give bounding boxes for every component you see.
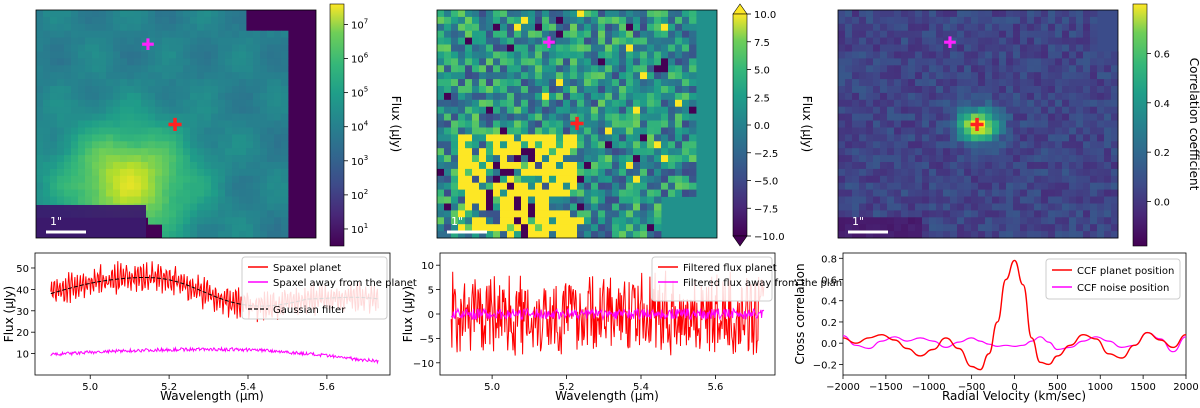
map-flux-panel: 1" ✚ ✚: [35, 9, 317, 239]
legend: Spaxel planet Spaxel away from the plane…: [241, 256, 417, 320]
x-tick-label: 5.2: [559, 382, 575, 393]
colorbar-tick-label: 10.0: [754, 10, 776, 21]
x-tick-label: −2000: [826, 382, 860, 393]
colorbar-tick-label: 0.6: [1154, 49, 1170, 60]
colorbar-tick-label: 101: [351, 222, 368, 236]
series-ccf-planet: [842, 259, 1187, 371]
colorbar-tick-label: 2.5: [754, 93, 770, 104]
y-tick-label: 0.0: [821, 339, 837, 350]
y-tick-label: 0.8: [821, 254, 837, 265]
map-filtered-panel: 1" ✚ ✚: [436, 9, 718, 239]
x-tick-label: 1000: [1088, 382, 1113, 393]
y-tick-label: 0.4: [821, 297, 837, 308]
scale-bar-label: 1": [852, 215, 864, 228]
x-axis-label: Wavelength (µm): [555, 389, 659, 403]
colorbar-label: Flux (µJy): [389, 96, 403, 152]
colorbar-tick-label: −2.5: [754, 149, 778, 160]
y-tick-label: 10: [16, 350, 29, 361]
y-axis-label: Flux (µJy): [401, 286, 415, 342]
colorbar-tick-label: 5.0: [754, 66, 770, 77]
ccf-plot: −2000 −1500 −1000 −500 0 500 1000 1500 2000 −0.2 0…: [793, 252, 1199, 403]
y-axis-label: Flux (µJy): [2, 286, 16, 342]
colorbar-tick-label: 0.0: [1154, 198, 1170, 209]
legend-entry: CCF planet position: [1077, 266, 1174, 277]
planet-marker: ✚: [167, 115, 182, 136]
series-ccf-noise: [842, 331, 1187, 353]
x-tick-label: 5.4: [240, 382, 256, 393]
colorbar-tick-label: 0.4: [1154, 99, 1170, 110]
x-tick-label: −1500: [869, 382, 903, 393]
filtered-spectrum-plot: 5.0 5.2 5.4 5.6 −10 −5 0 5 10 Wavelength (µm) Fl…: [401, 252, 852, 403]
y-tick-label: 10: [421, 261, 434, 272]
legend-entry: Spaxel away from the planet: [273, 278, 417, 289]
x-tick-label: 5.0: [484, 382, 500, 393]
map-ccf-cells: [838, 10, 1119, 239]
map-flux-cells: [36, 10, 316, 239]
map-ccf-panel: 1" ✚ ✚: [837, 9, 1119, 239]
colorbar-tick-label: 107: [351, 17, 368, 31]
map-filtered-cells: [437, 10, 717, 239]
series-spaxel-away: [50, 345, 379, 365]
y-tick-label: 0.6: [821, 276, 837, 287]
colorbar-tick-label: −7.5: [754, 204, 778, 215]
legend-entry: Gaussian filter: [273, 305, 346, 316]
y-tick-label: −0.2: [813, 360, 837, 371]
x-tick-label: 5.2: [161, 382, 177, 393]
legend-entry: Filtered flux away from the planet: [683, 278, 852, 289]
y-tick-label: −10: [413, 359, 434, 370]
y-tick-label: 0.2: [821, 318, 837, 329]
x-tick-label: −500: [958, 382, 985, 393]
away-marker: ✚: [141, 35, 154, 54]
colorbar-tick-label: 0.0: [754, 121, 770, 132]
x-tick-label: −1000: [912, 382, 946, 393]
y-tick-label: 20: [16, 328, 29, 339]
colorbar-tick-label: 103: [351, 154, 368, 168]
x-tick-label: 5.4: [633, 382, 649, 393]
x-axis-label: Radial Velocity (km/sec): [942, 389, 1086, 403]
spectrum-plot: 5.0 5.2 5.4 5.6 10 20 30 40 50 Wavelength (µm) F…: [2, 252, 417, 403]
x-tick-label: 5.6: [319, 382, 335, 393]
colorbar-flux-linear: 10.0 7.5 5.0 2.5 0.0 −2.5 −5.0 −7.5 −10.0 Flux (…: [732, 3, 814, 247]
x-tick-label: 5.0: [82, 382, 98, 393]
y-axis-label: Cross correlation: [793, 263, 807, 364]
y-tick-label: 40: [16, 285, 29, 296]
y-tick-label: 0: [428, 310, 434, 321]
legend-entry: Spaxel planet: [273, 263, 341, 274]
colorbar-tick-label: −10.0: [754, 232, 785, 243]
colorbar-label: Flux (µJy): [800, 96, 814, 152]
x-tick-label: 1500: [1130, 382, 1155, 393]
planet-marker: ✚: [569, 114, 584, 135]
away-marker: ✚: [542, 33, 555, 52]
x-tick-label: 0: [1011, 382, 1017, 393]
colorbar-tick-label: 0.2: [1154, 148, 1170, 159]
y-tick-label: 5: [428, 286, 434, 297]
colorbar-tick-label: 102: [351, 188, 368, 202]
y-tick-label: 50: [16, 264, 29, 275]
x-tick-label: 500: [1048, 382, 1067, 393]
planet-marker: ✚: [969, 115, 984, 136]
series-filtered-away: [450, 307, 765, 322]
colorbar-correlation: 0.6 0.4 0.2 0.0 Correlation coefficient: [1132, 3, 1200, 247]
legend-entry: CCF noise position: [1077, 283, 1169, 294]
colorbar-flux-log: 101 102 103 104 105 106 107 Flux (µJy): [329, 3, 403, 247]
legend: CCF planet position CCF noise position: [1045, 258, 1181, 300]
colorbar-tick-label: 106: [351, 52, 369, 66]
colorbar-tick-label: 104: [351, 120, 369, 134]
legend-entry: Filtered flux planet: [683, 263, 777, 274]
colorbar-label: Correlation coefficient: [1187, 58, 1200, 191]
x-tick-label: 5.6: [707, 382, 723, 393]
away-marker: ✚: [943, 33, 956, 52]
y-tick-label: 30: [16, 307, 29, 318]
scale-bar-label: 1": [50, 215, 62, 228]
y-tick-label: −5: [419, 334, 434, 345]
colorbar-tick-label: 7.5: [754, 38, 770, 49]
colorbar-tick-label: 105: [351, 86, 368, 100]
x-axis-label: Wavelength (µm): [160, 389, 264, 403]
colorbar-tick-label: −5.0: [754, 177, 778, 188]
scale-bar-label: 1": [451, 215, 463, 228]
x-tick-label: 2000: [1173, 382, 1198, 393]
legend: Filtered flux planet Filtered flux away …: [651, 256, 852, 302]
series-gaussian-filter: [50, 277, 379, 307]
